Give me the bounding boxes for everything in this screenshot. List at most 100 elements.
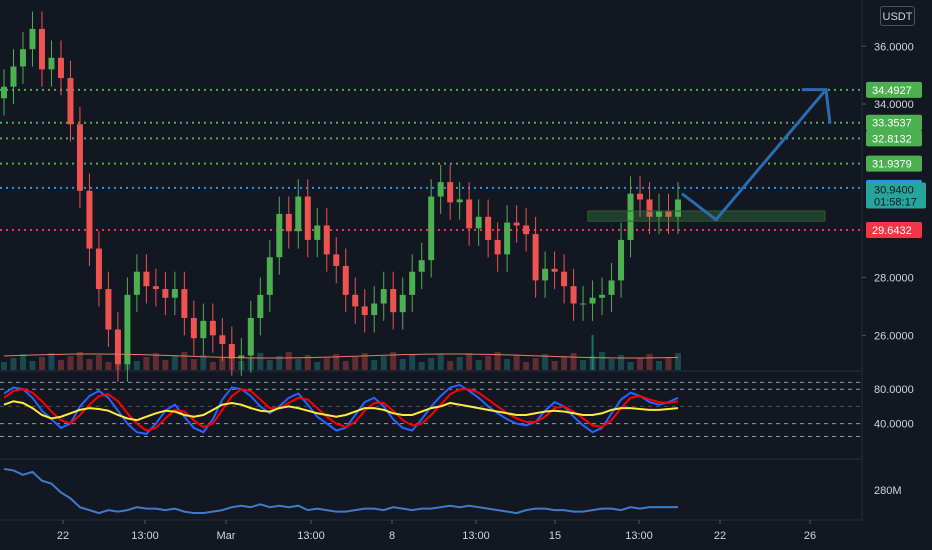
volume-bar	[95, 355, 102, 370]
oscillator-tick-label: 80.0000	[874, 384, 914, 396]
volume-bar	[285, 352, 292, 370]
candle-body	[361, 306, 368, 316]
candle-body	[437, 182, 444, 197]
volume-bar	[627, 362, 634, 370]
volume-bar	[637, 358, 644, 370]
level-tag-0	[866, 81, 922, 98]
candle-body	[333, 254, 340, 266]
time-tick-label: 8	[389, 530, 395, 542]
projection-arrow-head	[802, 88, 832, 124]
candle-body	[38, 28, 45, 70]
candle-body	[371, 303, 378, 316]
time-tick-label: 13:00	[462, 530, 490, 542]
price-tick-label: 34.0000	[874, 99, 914, 111]
candle-body	[513, 222, 520, 226]
volume-bar	[266, 360, 273, 370]
candle-body	[570, 286, 577, 304]
currency-label[interactable]: USDT	[880, 6, 915, 26]
volume-bar	[352, 357, 359, 370]
candle-body	[323, 225, 330, 255]
projection-arrow	[681, 88, 828, 222]
time-tick-label: 15	[549, 530, 561, 542]
candle-body	[675, 199, 681, 217]
candle-body	[532, 234, 539, 281]
volume-bar	[428, 358, 435, 370]
candle-body	[637, 193, 644, 200]
volume-bar	[143, 357, 150, 370]
candle-body	[447, 182, 454, 203]
time-tick-label: 22	[714, 530, 726, 542]
volume-bar	[608, 359, 615, 370]
volume-bar	[86, 359, 93, 370]
candle-body	[589, 297, 596, 304]
volume-bar	[48, 353, 55, 370]
candle-body	[209, 320, 216, 336]
volume-bar	[513, 355, 520, 370]
candle-body	[162, 289, 169, 298]
candle-body	[200, 320, 207, 339]
volume-bar	[599, 352, 606, 370]
volume-bar	[276, 356, 283, 370]
time-tick-label: 13:00	[625, 530, 653, 542]
candle-body	[485, 216, 492, 240]
obv-tick-label: 280M	[874, 485, 902, 497]
time-tick-label: 13:00	[297, 530, 325, 542]
volume-bar	[437, 354, 444, 370]
candle-body	[181, 289, 188, 318]
candle-body	[105, 289, 112, 330]
candle-body	[228, 343, 235, 359]
candle-body	[466, 199, 473, 229]
volume-bar	[551, 361, 558, 370]
volume-bar	[675, 353, 681, 370]
candle-body	[665, 211, 672, 217]
volume-bar	[257, 353, 264, 370]
volume-bar	[570, 353, 577, 370]
volume-bar	[466, 353, 473, 370]
volume-bar	[38, 357, 45, 370]
level-tag-label: 34.4927	[872, 85, 912, 97]
volume-bar	[342, 361, 349, 370]
candle-body	[409, 271, 416, 295]
time-tick-label: 26	[804, 530, 816, 542]
volume-bar	[656, 361, 663, 370]
candle-body	[285, 213, 292, 232]
volume-bar	[219, 358, 226, 370]
volume-bar	[618, 355, 625, 370]
candle-body	[504, 222, 511, 255]
volume-bar	[29, 361, 36, 370]
candle-body	[114, 329, 121, 365]
volume-bar	[1, 362, 7, 370]
volume-bar	[333, 354, 340, 370]
candle-body	[219, 335, 226, 344]
oscillator-tick-label: 40.0000	[874, 419, 914, 431]
candle-body	[418, 260, 425, 272]
candle-body	[247, 317, 254, 356]
price-tick-label: 26.0000	[874, 330, 914, 342]
volume-bar	[181, 352, 188, 370]
level-tag-2	[866, 130, 922, 147]
volume-bar	[409, 355, 416, 370]
candle-body	[133, 271, 140, 295]
level-tag-label: 31.9379	[872, 159, 912, 171]
level-tag-label: 33.3537	[872, 118, 912, 130]
candle-body	[295, 196, 302, 232]
volume-bar	[580, 360, 587, 370]
volume-bar	[456, 357, 463, 370]
candle-body	[143, 271, 150, 287]
volume-bar	[152, 353, 159, 370]
price-tick-label: 36.0000	[874, 41, 914, 53]
volume-bar	[475, 360, 482, 370]
countdown-label: 01:58:17	[874, 197, 917, 209]
stoch-d-line	[3, 388, 679, 432]
candle-body	[494, 239, 501, 255]
candle-body	[10, 66, 17, 87]
candle-body	[380, 289, 387, 304]
volume-bar	[361, 353, 368, 370]
candle-body	[266, 257, 273, 295]
volume-bar	[532, 358, 539, 370]
volume-bar	[19, 354, 26, 370]
candle-body	[29, 28, 36, 50]
level-tag-label: 29.6432	[872, 225, 912, 237]
volume-bar	[295, 359, 302, 370]
